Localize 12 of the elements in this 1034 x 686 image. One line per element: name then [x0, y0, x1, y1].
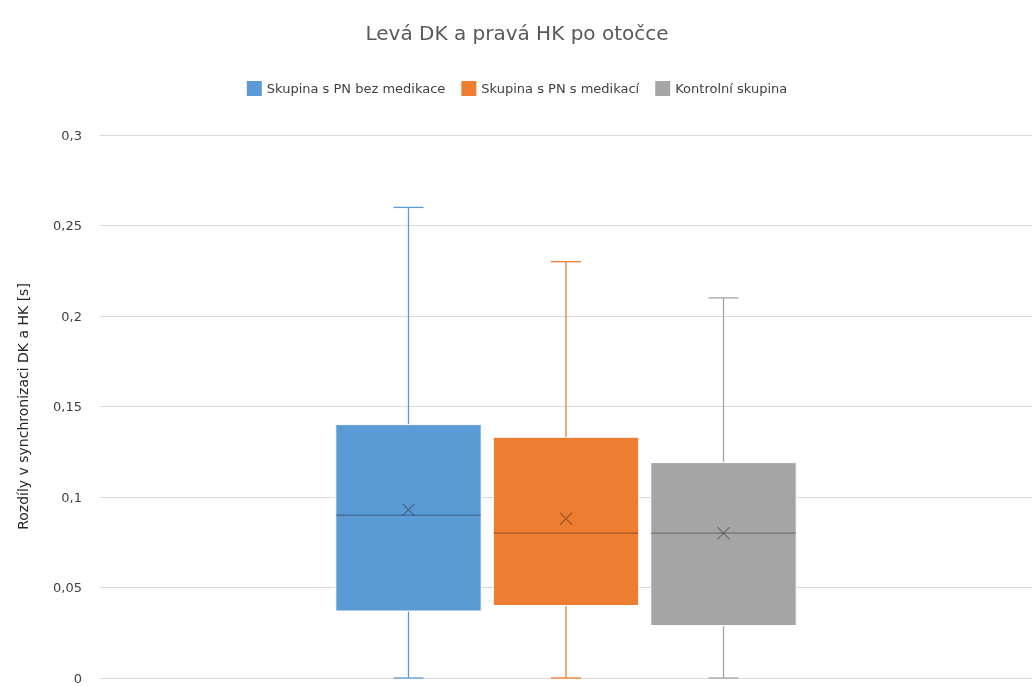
- y-tick-label: 0,2: [61, 308, 82, 324]
- y-tick-label: 0,25: [53, 218, 82, 233]
- legend-label: Kontrolní skupina: [675, 81, 788, 96]
- y-axis-title: Rozdíly v synchronizaci DK a HK [s]: [15, 283, 31, 530]
- y-tick-label: 0,15: [53, 399, 82, 414]
- chart-title: Levá DK a pravá HK po otočce: [365, 21, 669, 45]
- y-tick-label: 0: [73, 670, 82, 686]
- legend-label: Skupina s PN bez medikace: [266, 81, 446, 96]
- y-tick-label: 0,05: [53, 580, 82, 595]
- legend-label: Skupina s PN s medikací: [481, 81, 640, 96]
- y-tick-label: 0,3: [61, 127, 82, 143]
- y-tick-label: 0,1: [61, 489, 82, 505]
